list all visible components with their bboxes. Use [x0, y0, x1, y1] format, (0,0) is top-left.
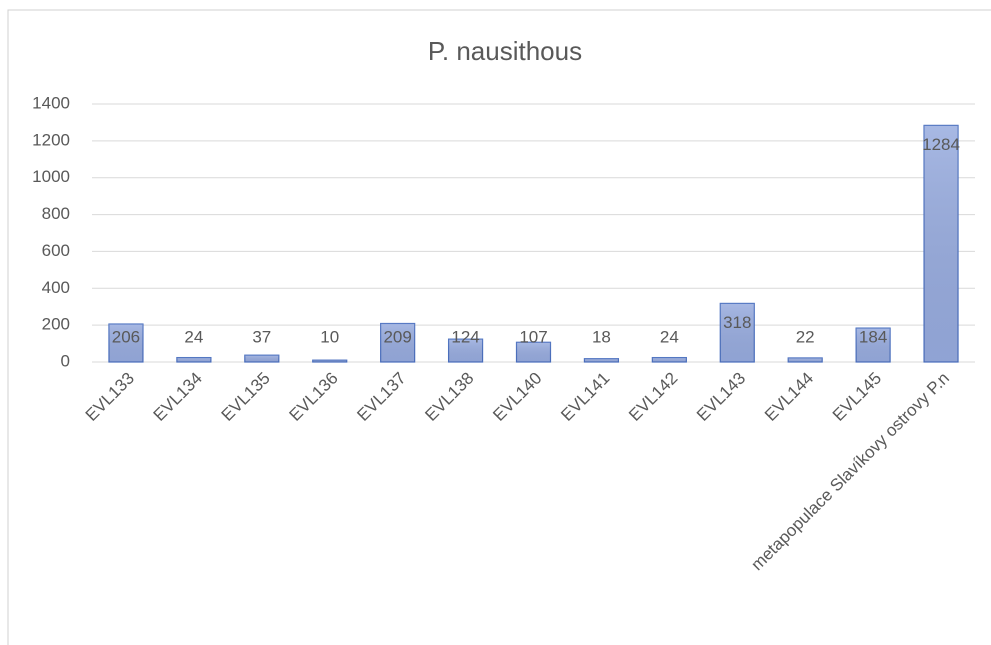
x-tick-label: EVL138 [421, 369, 477, 425]
data-label: 209 [383, 327, 411, 346]
data-label: 24 [184, 327, 203, 346]
y-tick-label: 600 [42, 241, 70, 260]
x-tick-label: EVL144 [761, 369, 817, 425]
x-tick-label: EVL136 [286, 369, 342, 425]
x-tick-label: EVL140 [489, 369, 545, 425]
y-tick-label: 1000 [32, 167, 70, 186]
data-label: 10 [320, 327, 339, 346]
chart-frame [7, 9, 991, 645]
chart-title: P. nausithous [428, 36, 582, 66]
data-label: 1284 [922, 135, 960, 154]
y-tick-label: 1400 [32, 93, 70, 112]
y-tick-label: 0 [61, 351, 70, 370]
x-tick-label: EVL142 [625, 369, 681, 425]
bar [244, 354, 280, 363]
data-label: 124 [451, 327, 479, 346]
data-label: 22 [796, 327, 815, 346]
x-tick-label: EVL145 [829, 369, 885, 425]
x-tick-label: EVL143 [693, 369, 749, 425]
x-tick-label: EVL133 [82, 369, 138, 425]
bar [787, 357, 823, 363]
bar [583, 358, 620, 363]
bar [312, 359, 348, 363]
y-tick-label: 1200 [32, 130, 70, 149]
y-tick-label: 200 [42, 315, 70, 334]
data-label: 318 [723, 313, 751, 332]
x-tick-label: EVL135 [218, 369, 274, 425]
data-label: 184 [859, 327, 887, 346]
x-tick-label: EVL141 [557, 369, 613, 425]
data-label: 206 [112, 327, 140, 346]
bar [923, 124, 959, 363]
bar [176, 356, 212, 363]
data-label: 37 [252, 327, 271, 346]
y-tick-label: 400 [42, 278, 70, 297]
data-label: 24 [660, 327, 679, 346]
data-label: 18 [592, 327, 611, 346]
x-tick-label: EVL134 [150, 369, 206, 425]
bar [651, 356, 687, 363]
data-label: 107 [519, 327, 547, 346]
y-tick-label: 800 [42, 204, 70, 223]
x-tick-label: EVL137 [353, 369, 409, 425]
